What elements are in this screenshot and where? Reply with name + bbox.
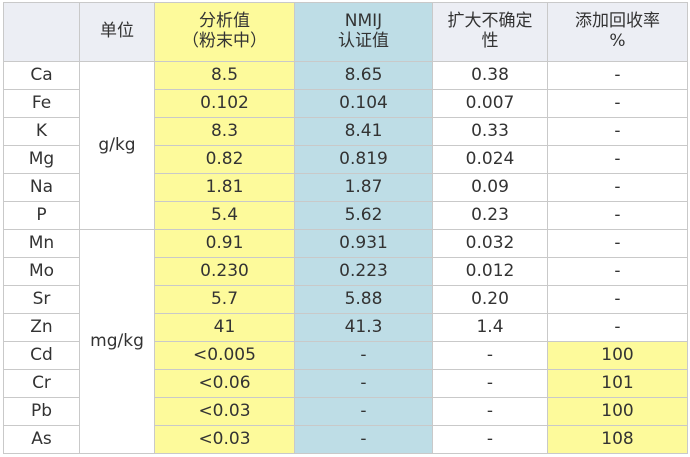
recovery-cell: - [547, 285, 688, 314]
nmij-cell: - [294, 341, 433, 370]
analysis-cell: 8.5 [154, 61, 295, 90]
uncertainty-cell: - [432, 425, 548, 454]
element-cell: K [3, 117, 80, 146]
nmij-cell: 8.65 [294, 61, 433, 90]
nmij-cell: - [294, 397, 433, 426]
uncertainty-header: 扩大不确定性 [432, 2, 548, 62]
analysis-cell: 0.230 [154, 257, 295, 286]
table-row: Fe 0.102 0.104 0.007 - [3, 89, 688, 118]
element-cell: P [3, 201, 80, 230]
analysis-cell: 0.82 [154, 145, 295, 174]
recovery-cell: - [547, 61, 688, 90]
element-cell: Mg [3, 145, 80, 174]
element-cell: Cd [3, 341, 80, 370]
nmij-cell: 0.104 [294, 89, 433, 118]
unit-header: 单位 [79, 2, 155, 62]
unit-cell-mg-per-kg: mg/kg [79, 229, 155, 454]
analysis-cell: 41 [154, 313, 295, 342]
nmij-cell: 0.931 [294, 229, 433, 258]
table-row: Mn mg/kg 0.91 0.931 0.032 - [3, 229, 688, 454]
nmij-cell: - [294, 369, 433, 398]
table-row: K 8.3 8.41 0.33 - [3, 117, 688, 146]
analysis-cell: 1.81 [154, 173, 295, 202]
recovery-cell: - [547, 89, 688, 118]
uncertainty-cell: 0.024 [432, 145, 548, 174]
element-cell: Zn [3, 313, 80, 342]
element-cell: Mo [3, 257, 80, 286]
table-row: Ca g/kg 8.5 8.65 0.38 - [3, 61, 688, 230]
table-row: Mo 0.230 0.223 0.012 - [3, 257, 688, 286]
element-cell: Pb [3, 397, 80, 426]
analysis-cell: 0.91 [154, 229, 295, 258]
recovery-cell: 101 [547, 369, 688, 398]
element-cell: Sr [3, 285, 80, 314]
uncertainty-cell: 1.4 [432, 313, 548, 342]
recovery-cell: - [547, 313, 688, 342]
recovery-cell: - [547, 145, 688, 174]
table-row: P 5.4 5.62 0.23 - [3, 201, 688, 230]
recovery-cell: - [547, 201, 688, 230]
uncertainty-cell: 0.38 [432, 61, 548, 90]
uncertainty-cell: - [432, 369, 548, 398]
element-cell: As [3, 425, 80, 454]
table-row: Mg 0.82 0.819 0.024 - [3, 145, 688, 174]
recovery-cell: 100 [547, 397, 688, 426]
nmij-cell: 5.62 [294, 201, 433, 230]
analysis-cell: 0.102 [154, 89, 295, 118]
element-cell: Mn [3, 229, 80, 258]
nmij-cell: 8.41 [294, 117, 433, 146]
uncertainty-cell: 0.032 [432, 229, 548, 258]
uncertainty-cell: 0.007 [432, 89, 548, 118]
recovery-cell: - [547, 117, 688, 146]
recovery-header: 添加回收率% [547, 2, 688, 62]
uncertainty-cell: 0.23 [432, 201, 548, 230]
header-row: 单位 分析值 （粉末中） NMIJ 认证值 扩大不确定性 添加回收率% [3, 2, 688, 62]
element-cell: Ca [3, 61, 80, 90]
uncertainty-cell: 0.012 [432, 257, 548, 286]
uncertainty-cell: 0.33 [432, 117, 548, 146]
uncertainty-cell: - [432, 341, 548, 370]
analysis-cell: 5.7 [154, 285, 295, 314]
element-cell: Fe [3, 89, 80, 118]
table-row: Zn 41 41.3 1.4 - [3, 313, 688, 342]
table-row: Na 1.81 1.87 0.09 - [3, 173, 688, 202]
element-cell: Na [3, 173, 80, 202]
table-row: Cr <0.06 - - 101 [3, 369, 688, 398]
uncertainty-cell: 0.09 [432, 173, 548, 202]
corner-cell [3, 2, 80, 62]
uncertainty-cell: 0.20 [432, 285, 548, 314]
recovery-cell: - [547, 257, 688, 286]
element-cell: Cr [3, 369, 80, 398]
table-row: Cd <0.005 - - 100 [3, 341, 688, 370]
recovery-cell: - [547, 173, 688, 202]
recovery-cell: 108 [547, 425, 688, 454]
analysis-cell: <0.03 [154, 397, 295, 426]
analysis-cell: <0.03 [154, 425, 295, 454]
table-row: Sr 5.7 5.88 0.20 - [3, 285, 688, 314]
recovery-cell: 100 [547, 341, 688, 370]
nmij-cell: 1.87 [294, 173, 433, 202]
analysis-cell: <0.06 [154, 369, 295, 398]
table-row: Pb <0.03 - - 100 [3, 397, 688, 426]
analysis-cell: 8.3 [154, 117, 295, 146]
results-table: 单位 分析值 （粉末中） NMIJ 认证值 扩大不确定性 添加回收率% Ca g/k… [3, 2, 688, 454]
analysis-header: 分析值 （粉末中） [154, 2, 295, 62]
nmij-header: NMIJ 认证值 [294, 2, 433, 62]
nmij-cell: - [294, 425, 433, 454]
uncertainty-cell: - [432, 397, 548, 426]
nmij-cell: 0.819 [294, 145, 433, 174]
analysis-cell: 5.4 [154, 201, 295, 230]
analysis-cell: <0.005 [154, 341, 295, 370]
recovery-cell: - [547, 229, 688, 258]
table-row: As <0.03 - - 108 [3, 425, 688, 454]
nmij-cell: 0.223 [294, 257, 433, 286]
unit-cell-g-per-kg: g/kg [79, 61, 155, 230]
nmij-cell: 41.3 [294, 313, 433, 342]
nmij-cell: 5.88 [294, 285, 433, 314]
